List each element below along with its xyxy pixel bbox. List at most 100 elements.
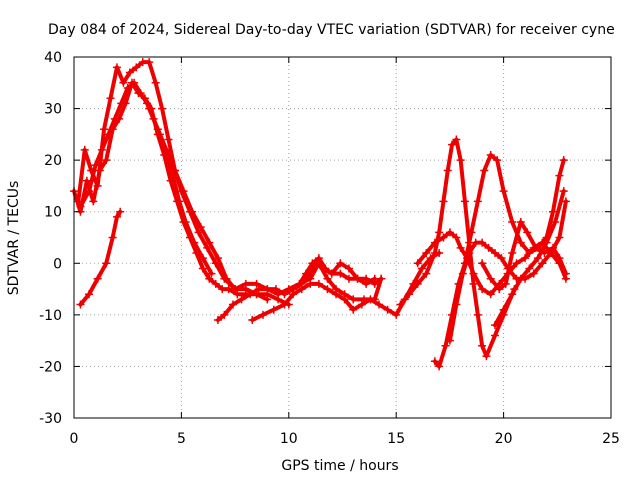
data-point-marker xyxy=(314,254,323,263)
data-point-marker xyxy=(123,83,132,92)
data-point-marker xyxy=(112,212,121,221)
data-point-marker xyxy=(259,310,268,319)
data-point-marker xyxy=(508,290,517,299)
data-point-marker xyxy=(269,305,278,314)
data-point-marker xyxy=(181,218,190,227)
data-point-marker xyxy=(430,238,439,247)
data-point-marker xyxy=(344,264,353,273)
data-point-marker xyxy=(179,187,188,196)
data-point-marker xyxy=(198,264,207,273)
data-point-marker xyxy=(228,300,237,309)
data-point-marker xyxy=(561,197,570,206)
data-point-marker xyxy=(213,316,222,325)
data-point-marker xyxy=(540,248,549,257)
data-point-marker xyxy=(430,357,439,366)
data-point-marker xyxy=(501,279,510,288)
data-point-marker xyxy=(495,285,504,294)
x-tick-label: 20 xyxy=(495,431,513,447)
data-point-marker xyxy=(237,295,246,304)
data-point-marker xyxy=(271,285,280,294)
data-point-marker xyxy=(162,145,171,154)
series-sat-i xyxy=(396,135,519,361)
data-point-marker xyxy=(512,259,521,268)
data-point-marker xyxy=(499,187,508,196)
data-point-marker xyxy=(349,295,358,304)
data-point-marker xyxy=(175,197,184,206)
data-point-marker xyxy=(119,78,128,87)
plot-frame xyxy=(73,56,612,419)
data-point-marker xyxy=(233,290,242,299)
data-point-marker xyxy=(456,156,465,165)
y-tick-label: -10 xyxy=(39,308,62,324)
data-point-marker xyxy=(448,140,457,149)
y-tick-label: 20 xyxy=(44,153,62,169)
data-point-marker xyxy=(74,197,83,206)
data-point-marker xyxy=(125,68,134,77)
data-point-marker xyxy=(344,274,353,283)
data-point-marker xyxy=(366,295,375,304)
data-point-marker xyxy=(153,125,162,134)
data-point-marker xyxy=(525,264,534,273)
data-point-marker xyxy=(533,254,542,263)
y-tick-label: 40 xyxy=(44,50,62,66)
data-point-marker xyxy=(220,310,229,319)
data-point-marker xyxy=(76,202,85,211)
data-point-marker xyxy=(538,259,547,268)
data-point-marker xyxy=(248,316,257,325)
data-point-marker xyxy=(523,228,532,237)
data-point-marker xyxy=(430,248,439,257)
data-point-marker xyxy=(491,321,500,330)
data-point-marker xyxy=(110,114,119,123)
data-point-marker xyxy=(263,285,272,294)
x-tick-label: 0 xyxy=(70,431,79,447)
data-point-marker xyxy=(508,218,517,227)
data-point-marker xyxy=(164,135,173,144)
data-point-marker xyxy=(93,181,102,190)
data-point-marker xyxy=(332,290,341,299)
data-point-marker xyxy=(130,78,139,87)
data-point-marker xyxy=(551,218,560,227)
data-point-marker xyxy=(188,207,197,216)
data-point-marker xyxy=(405,290,414,299)
data-point-marker xyxy=(443,166,452,175)
data-point-marker xyxy=(452,300,461,309)
data-point-marker xyxy=(383,305,392,314)
data-point-marker xyxy=(439,197,448,206)
data-point-marker xyxy=(143,99,152,108)
data-point-marker xyxy=(205,274,214,283)
data-point-marker xyxy=(196,223,205,232)
data-point-marker xyxy=(516,218,525,227)
data-point-marker xyxy=(102,156,111,165)
data-point-marker xyxy=(486,150,495,159)
data-point-marker xyxy=(422,269,431,278)
data-point-marker xyxy=(213,254,222,263)
data-point-marker xyxy=(452,233,461,242)
data-point-marker xyxy=(289,285,298,294)
x-axis-label: GPS time / hours xyxy=(281,458,398,474)
data-point-marker xyxy=(392,310,401,319)
data-point-marker xyxy=(85,187,94,196)
y-tick-label: -20 xyxy=(39,359,62,375)
data-point-marker xyxy=(349,305,358,314)
data-point-marker xyxy=(413,259,422,268)
data-point-marker xyxy=(222,274,231,283)
data-point-marker xyxy=(484,243,493,252)
data-point-marker xyxy=(76,300,85,309)
data-point-marker xyxy=(254,285,263,294)
data-point-marker xyxy=(486,290,495,299)
data-point-marker xyxy=(323,285,332,294)
data-point-marker xyxy=(252,279,261,288)
data-point-marker xyxy=(473,310,482,319)
data-point-marker xyxy=(246,290,255,299)
data-point-marker xyxy=(357,300,366,309)
data-point-marker xyxy=(108,233,117,242)
data-point-marker xyxy=(435,228,444,237)
data-point-marker xyxy=(151,78,160,87)
series-line xyxy=(291,256,377,292)
data-point-marker xyxy=(207,269,216,278)
data-point-marker xyxy=(531,243,540,252)
data-point-marker xyxy=(441,341,450,350)
data-point-marker xyxy=(106,94,115,103)
data-point-marker xyxy=(198,254,207,263)
